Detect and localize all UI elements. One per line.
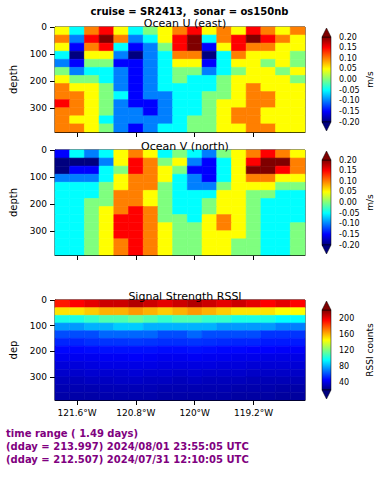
svg-text:0: 0 xyxy=(41,22,47,32)
svg-text:0.00: 0.00 xyxy=(339,75,357,84)
svg-text:Ocean U (east): Ocean U (east) xyxy=(144,17,226,30)
svg-text:0.20: 0.20 xyxy=(339,33,357,42)
svg-text:100: 100 xyxy=(30,172,47,182)
svg-text:300: 300 xyxy=(30,372,47,382)
svg-text:0: 0 xyxy=(41,295,47,305)
svg-text:cruise = SR2413, sonar = os15: cruise = SR2413, sonar = os150nb xyxy=(91,6,289,17)
svg-text:m/s: m/s xyxy=(365,194,375,211)
svg-text:0.10: 0.10 xyxy=(339,54,357,63)
svg-text:200: 200 xyxy=(30,199,47,209)
svg-text:-0.20: -0.20 xyxy=(339,241,360,250)
svg-text:time range ( 1.49 days): time range ( 1.49 days) xyxy=(6,428,138,439)
svg-text:0: 0 xyxy=(41,145,47,155)
svg-text:-0.05: -0.05 xyxy=(339,209,360,218)
svg-text:(dday = 212.507) 2024/07/31 12: (dday = 212.507) 2024/07/31 12:10:05 UTC xyxy=(6,454,249,465)
svg-text:0.05: 0.05 xyxy=(339,64,357,73)
svg-text:-0.15: -0.15 xyxy=(339,230,360,239)
svg-text:-0.10: -0.10 xyxy=(339,96,360,105)
svg-text:m/s: m/s xyxy=(365,71,375,88)
svg-text:80: 80 xyxy=(339,362,349,371)
svg-text:Ocean V (north): Ocean V (north) xyxy=(141,140,229,153)
svg-text:120°W: 120°W xyxy=(179,408,210,418)
svg-text:RSSI counts: RSSI counts xyxy=(365,323,375,377)
svg-text:-0.20: -0.20 xyxy=(339,118,360,127)
svg-text:200: 200 xyxy=(30,346,47,356)
svg-text:0.15: 0.15 xyxy=(339,166,357,175)
svg-text:300: 300 xyxy=(30,103,47,113)
svg-text:(dday = 213.997) 2024/08/01 23: (dday = 213.997) 2024/08/01 23:55:05 UTC xyxy=(6,441,249,452)
svg-text:0.05: 0.05 xyxy=(339,187,357,196)
svg-text:0.15: 0.15 xyxy=(339,43,357,52)
svg-text:160: 160 xyxy=(339,330,354,339)
svg-text:-0.10: -0.10 xyxy=(339,219,360,228)
svg-text:0.10: 0.10 xyxy=(339,177,357,186)
svg-text:200: 200 xyxy=(30,76,47,86)
svg-text:depth: depth xyxy=(8,65,19,94)
svg-text:dep: dep xyxy=(8,341,19,360)
svg-text:200: 200 xyxy=(339,314,354,323)
svg-text:0.20: 0.20 xyxy=(339,156,357,165)
svg-text:Signal Strength RSSI: Signal Strength RSSI xyxy=(128,290,241,303)
svg-text:100: 100 xyxy=(30,321,47,331)
svg-text:119.2°W: 119.2°W xyxy=(234,408,273,418)
svg-text:40: 40 xyxy=(339,378,349,387)
svg-text:-0.15: -0.15 xyxy=(339,107,360,116)
svg-text:120.8°W: 120.8°W xyxy=(116,408,155,418)
svg-text:300: 300 xyxy=(30,226,47,236)
svg-text:0.00: 0.00 xyxy=(339,198,357,207)
svg-text:-0.05: -0.05 xyxy=(339,86,360,95)
svg-text:depth: depth xyxy=(8,188,19,217)
svg-text:100: 100 xyxy=(30,49,47,59)
svg-text:121.6°W: 121.6°W xyxy=(57,408,96,418)
svg-text:120: 120 xyxy=(339,346,354,355)
